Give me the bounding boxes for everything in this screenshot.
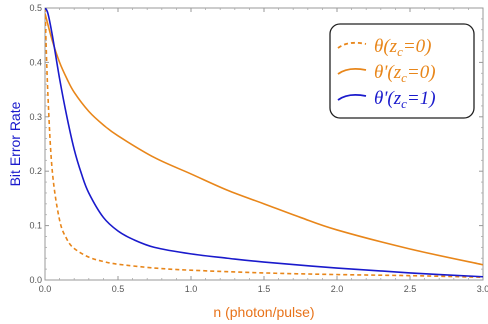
x-tick-label: 1.5 bbox=[258, 284, 271, 294]
legend-swatch-3 bbox=[337, 93, 367, 101]
legend-swatch-1 bbox=[337, 41, 367, 49]
x-tick-label: 2.0 bbox=[331, 284, 344, 294]
y-tick-label: 0.2 bbox=[29, 166, 42, 176]
legend-box bbox=[329, 23, 475, 119]
legend-swatch-2 bbox=[337, 67, 367, 75]
legend-label-3: θ'(zc=1) bbox=[374, 88, 436, 111]
x-tick-label: 0.0 bbox=[39, 284, 52, 294]
x-tick-label: 3.0 bbox=[477, 284, 488, 294]
legend-label-1: θ(zc=0) bbox=[374, 36, 432, 59]
y-tick-label: 0.1 bbox=[29, 221, 42, 231]
series-line-2 bbox=[45, 13, 483, 266]
series-group bbox=[45, 8, 483, 279]
y-tick-label: 0.5 bbox=[29, 3, 42, 13]
x-tick-label: 2.5 bbox=[404, 284, 417, 294]
series-line-3 bbox=[45, 8, 483, 278]
y-axis-title: Bit Error Rate bbox=[7, 101, 23, 186]
y-tick-label: 0.3 bbox=[29, 112, 42, 122]
legend-label-2: θ'(zc=0) bbox=[374, 62, 436, 85]
axes: 0.0 0.5 1.0 1.5 2.0 2.5 3.0 0.0 0.1 0.2 0.3 0.4 0.5 bbox=[29, 3, 488, 294]
x-tick-label: 0.5 bbox=[112, 284, 125, 294]
x-tick-label: 1.0 bbox=[185, 284, 198, 294]
series-line-1 bbox=[45, 8, 483, 279]
legend: θ(zc=0) θ'(zc=0) θ'(zc=1) bbox=[329, 23, 475, 119]
y-tick-label: 0.0 bbox=[29, 275, 42, 285]
x-axis-title: n (photon/pulse) bbox=[213, 304, 314, 320]
y-tick-label: 0.4 bbox=[29, 57, 42, 67]
